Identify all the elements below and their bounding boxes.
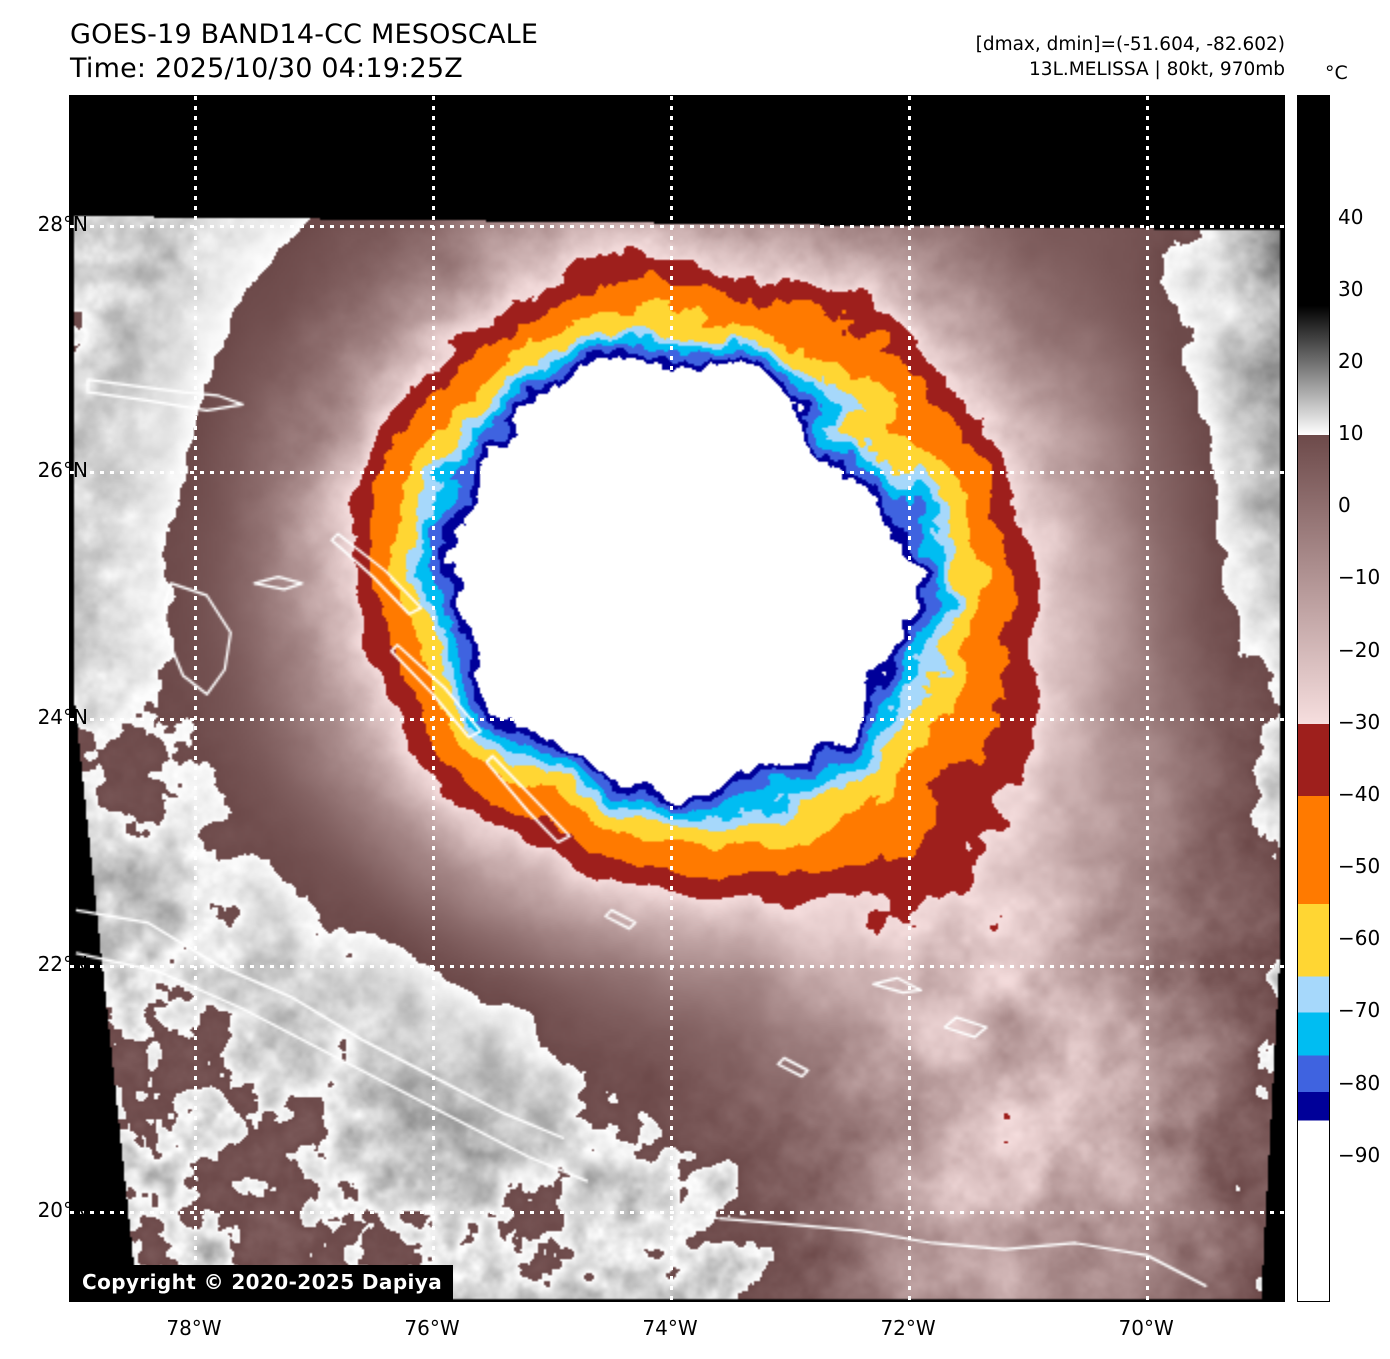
colorbar-tick-label: 30: [1338, 276, 1364, 301]
colorbar-tick-label: 40: [1338, 204, 1364, 229]
timestamp-label: Time: 2025/10/30 04:19:25Z: [70, 53, 463, 84]
lon-tick-label: 70°W: [1118, 1316, 1174, 1340]
lon-tick-label: 72°W: [880, 1316, 936, 1340]
lat-tick-label: 22°N: [37, 951, 88, 976]
colorbar-unit-label: °C: [1325, 62, 1348, 84]
colorbar-tick-label: −50: [1338, 854, 1381, 879]
colorbar-tick-label: 0: [1338, 493, 1351, 518]
dmax-dmin-label: [dmax, dmin]=(-51.604, -82.602): [975, 34, 1285, 55]
page-title: GOES-19 BAND14-CC MESOSCALE: [70, 19, 539, 50]
colorbar-tick-label: −30: [1338, 709, 1381, 734]
colorbar-tick-label: 20: [1338, 348, 1364, 373]
lon-tick-label: 74°W: [642, 1316, 698, 1340]
lon-tick-label: 76°W: [404, 1316, 460, 1340]
colorbar-tick-label: −70: [1338, 998, 1381, 1023]
satellite-imagery: [70, 96, 1284, 1301]
colorbar-tick-label: 10: [1338, 421, 1364, 446]
copyright-watermark: Copyright © 2020-2025 Dapiya: [71, 1265, 454, 1300]
satellite-image-panel[interactable]: Copyright © 2020-2025 Dapiya: [69, 95, 1285, 1302]
colorbar-tick-label: −60: [1338, 926, 1381, 951]
colorbar-tick-label: −40: [1338, 781, 1381, 806]
colorbar-tick-label: −80: [1338, 1070, 1381, 1095]
lat-tick-label: 28°N: [37, 211, 88, 236]
header-annotations: [dmax, dmin]=(-51.604, -82.602) 13L.MELI…: [976, 32, 1285, 82]
page-title-block: GOES-19 BAND14-CC MESOSCALE Time: 2025/1…: [70, 18, 538, 86]
colorbar[interactable]: [1297, 95, 1330, 1302]
lon-tick-label: 78°W: [166, 1316, 222, 1340]
colorbar-tick-label: −90: [1338, 1142, 1381, 1167]
colorbar-tick-label: −20: [1338, 637, 1381, 662]
colorbar-tick-label: −10: [1338, 565, 1381, 590]
lat-tick-label: 20°N: [37, 1198, 88, 1223]
storm-info-label: 13L.MELISSA | 80kt, 970mb: [1029, 59, 1285, 80]
colorbar-gradient: [1298, 96, 1329, 1301]
lat-tick-label: 26°N: [37, 458, 88, 483]
lat-tick-label: 24°N: [37, 704, 88, 729]
